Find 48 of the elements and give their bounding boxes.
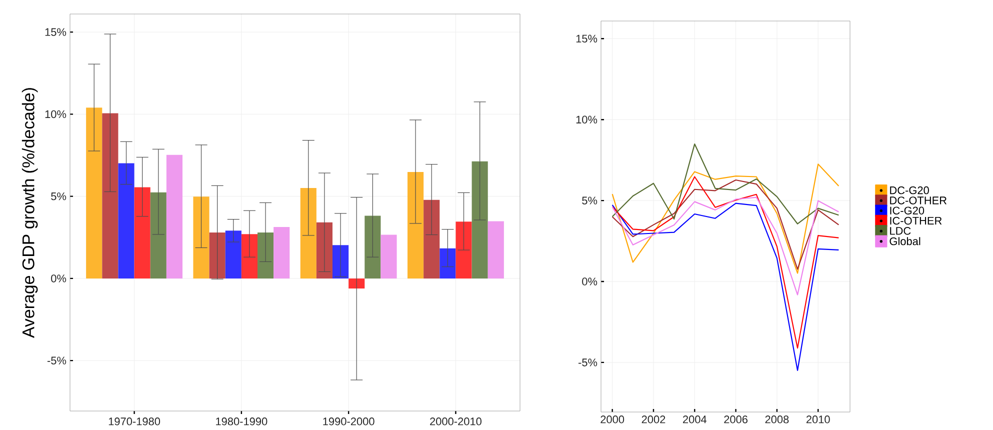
line-series	[612, 196, 840, 296]
bar	[408, 172, 424, 278]
y-tick-label: 15%	[45, 28, 66, 36]
bar	[274, 227, 290, 278]
line-series	[612, 164, 840, 274]
bar	[150, 192, 166, 278]
x-tick-label: 1990-2000	[323, 418, 374, 426]
x-tick-label: 2010	[806, 416, 830, 424]
bar	[86, 108, 102, 278]
y-tick-label: 0%	[51, 274, 66, 282]
y-tick-label: 5%	[582, 196, 598, 204]
y-axis-title: Average GDP growth (%/decade)	[22, 88, 38, 338]
x-tick-label: 1980-1990	[216, 418, 268, 426]
y-tick-label: 10%	[576, 116, 598, 124]
bar	[225, 230, 242, 278]
y-tick-label: 0%	[582, 278, 598, 286]
bar	[118, 163, 134, 278]
y-tick-label: -5%	[47, 356, 66, 364]
legend-label: IC-OTHER	[890, 216, 942, 225]
bar	[134, 187, 150, 278]
bar	[166, 154, 182, 278]
bar	[488, 221, 504, 278]
x-tick-label: 2002	[642, 416, 666, 424]
line-series	[612, 176, 840, 349]
line-series	[612, 202, 840, 371]
bar	[102, 113, 118, 278]
bar	[472, 161, 488, 278]
x-tick-label: 2000-2010	[430, 418, 482, 426]
bar	[380, 234, 397, 278]
y-tick-label: 15%	[576, 34, 598, 42]
bar	[348, 278, 365, 288]
x-tick-label: 2008	[765, 416, 789, 424]
legend-label: LDC	[890, 227, 911, 235]
bar	[456, 222, 472, 278]
y-tick-label: 5%	[51, 192, 66, 200]
line-series	[612, 143, 840, 224]
legend-label: DC-OTHER	[890, 196, 947, 204]
x-tick-label: 1970-1980	[108, 418, 160, 426]
legend-label: Global	[890, 237, 920, 246]
legend-label: DC-G20	[890, 186, 929, 194]
line-series	[612, 179, 840, 270]
bar	[424, 200, 440, 278]
y-tick-label: -5%	[578, 358, 598, 366]
x-tick-label: 2004	[683, 416, 706, 424]
x-tick-label: 2000	[600, 416, 624, 424]
y-tick-label: 10%	[45, 110, 66, 118]
legend-label: IC-G20	[890, 206, 924, 214]
x-tick-label: 2006	[724, 416, 748, 424]
